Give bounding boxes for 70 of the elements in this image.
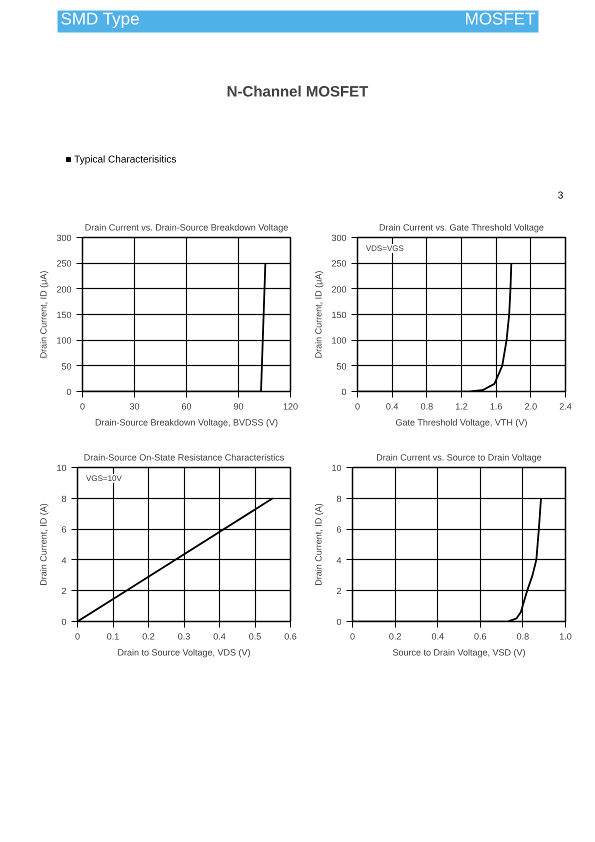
y-axis-title: Drain Current, ID (A) (313, 503, 324, 586)
y-tick-label: 0 (66, 387, 72, 397)
x-tick-label: 0.8 (516, 632, 530, 642)
y-tick-label: 50 (61, 361, 72, 372)
x-tick-label: 1.2 (455, 402, 468, 412)
y-tick-label: 300 (56, 233, 72, 243)
x-tick-label: 0.4 (386, 402, 398, 412)
annotation: VGS=10V (86, 474, 122, 483)
y-tick-label: 50 (336, 361, 347, 372)
x-tick-label: 0 (350, 632, 356, 642)
y-tick-label: 300 (331, 233, 347, 243)
x-tick-label: 2.0 (524, 402, 538, 412)
x-axis-title: Source to Drain Voltage, VSD (V) (392, 648, 526, 658)
y-axis-title: Drain Current, ID (μA) (313, 270, 324, 358)
x-axis-title: Gate Threshold Voltage, VTH (V) (395, 418, 528, 428)
x-tick-label: 0.8 (420, 402, 434, 412)
y-axis-title: Drain Current, ID (A) (38, 503, 48, 586)
chart-title: Drain Current vs. Source to Drain Voltage (376, 452, 542, 462)
chart-title: Drain Current vs. Gate Threshold Voltage (378, 222, 544, 232)
y-tick-label: 8 (336, 494, 342, 504)
y-tick-label: 200 (331, 284, 347, 294)
x-tick-label: 90 (233, 402, 244, 412)
text: SMD Type (60, 10, 140, 28)
y-tick-label: 0 (336, 617, 342, 627)
x-tick-label: 30 (129, 402, 140, 412)
y-tick-label: 2 (336, 586, 342, 596)
x-axis-title: Drain-Source Breakdown Voltage, BVDSS (V) (94, 418, 278, 428)
x-tick-label: 120 (282, 402, 298, 412)
x-tick-label: 0 (354, 402, 360, 412)
x-tick-label: 0.3 (178, 632, 190, 642)
x-tick-label: 0 (74, 632, 80, 642)
y-tick-label: 0 (341, 387, 347, 397)
x-tick-label: 2.4 (559, 402, 572, 412)
y-tick-label: 250 (56, 258, 72, 269)
y-axis-title: Drain Current, ID (μA) (38, 270, 48, 358)
y-tick-label: 6 (61, 524, 67, 535)
chart-title: Drain-Source On-State Resistance Characteristics (84, 452, 285, 462)
y-tick-label: 100 (56, 336, 72, 346)
x-tick-label: 0.4 (431, 632, 444, 642)
x-tick-label: 0.4 (213, 632, 226, 642)
x-axis-title: Drain to Source Voltage, VDS (V) (117, 648, 251, 658)
y-tick-label: 250 (331, 258, 347, 269)
y-tick-label: 150 (56, 310, 72, 320)
x-tick-label: 0.2 (142, 632, 155, 642)
x-tick-label: 0.6 (474, 632, 487, 642)
x-tick-label: 0.2 (388, 632, 402, 642)
y-tick-label: 2 (61, 586, 67, 596)
text: ■ Typical Characterisitics (66, 154, 176, 166)
y-tick-label: 0 (61, 617, 67, 627)
text: N-Channel MOSFET (226, 84, 368, 100)
y-tick-label: 10 (331, 463, 342, 473)
x-tick-label: 0.6 (284, 632, 297, 642)
x-tick-label: 0.5 (248, 632, 262, 642)
y-tick-label: 4 (336, 555, 342, 566)
y-tick-label: 100 (331, 336, 347, 346)
x-tick-label: 0 (80, 402, 86, 412)
x-tick-label: 60 (181, 402, 192, 412)
text: 3 (558, 190, 564, 202)
y-tick-label: 4 (61, 555, 67, 566)
y-tick-label: 150 (331, 310, 347, 320)
x-tick-label: 0.1 (106, 632, 120, 642)
x-tick-label: 1.0 (559, 632, 572, 642)
x-tick-label: 1.6 (490, 402, 502, 412)
chart-title: Drain Current vs. Drain-Source Breakdown Voltage (84, 222, 288, 232)
annotation: VDS=VGS (366, 244, 404, 253)
y-tick-label: 8 (61, 494, 67, 504)
y-tick-label: 6 (336, 524, 342, 535)
text: MOSFET (464, 10, 536, 28)
y-tick-label: 200 (56, 284, 72, 294)
y-tick-label: 10 (56, 463, 67, 473)
